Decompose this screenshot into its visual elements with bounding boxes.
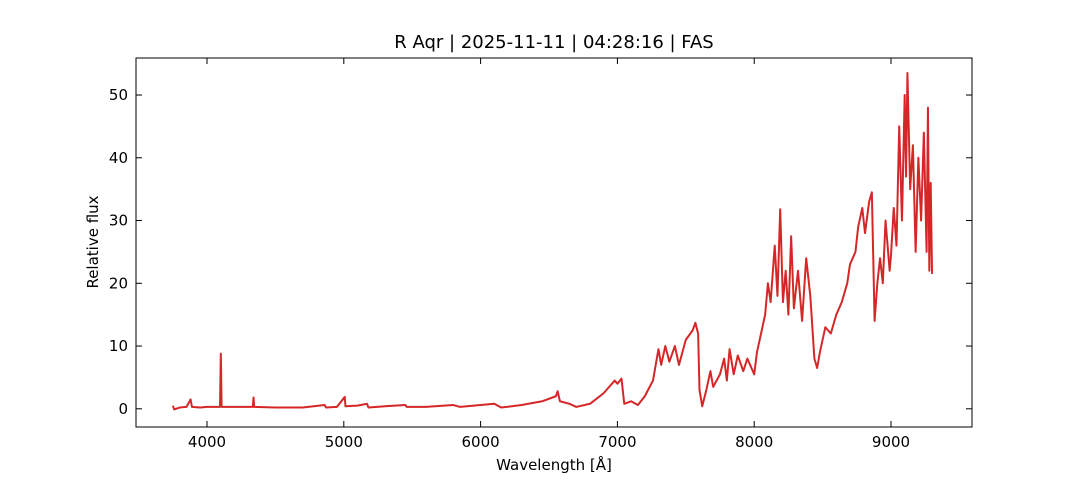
y-tick-label: 20 [109,274,128,292]
x-tick-label: 4000 [188,433,226,451]
y-axis-label: Relative flux [84,195,102,288]
x-tick-label: 5000 [325,433,363,451]
y-tick-label: 50 [109,86,128,104]
y-tick-label: 0 [118,400,128,418]
plot-frame [135,57,973,428]
x-tick-label: 9000 [872,433,910,451]
chart-title: R Aqr | 2025-11-11 | 04:28:16 | FAS [394,32,713,53]
y-tick-label: 40 [109,149,128,167]
x-tick-label: 6000 [462,433,500,451]
x-tick-label: 7000 [598,433,636,451]
y-tick-label: 30 [109,212,128,230]
x-tick-label: 8000 [735,433,773,451]
spectrum-line [171,72,934,411]
x-axis-label: Wavelength [Å] [496,455,612,474]
y-tick-label: 10 [109,337,128,355]
